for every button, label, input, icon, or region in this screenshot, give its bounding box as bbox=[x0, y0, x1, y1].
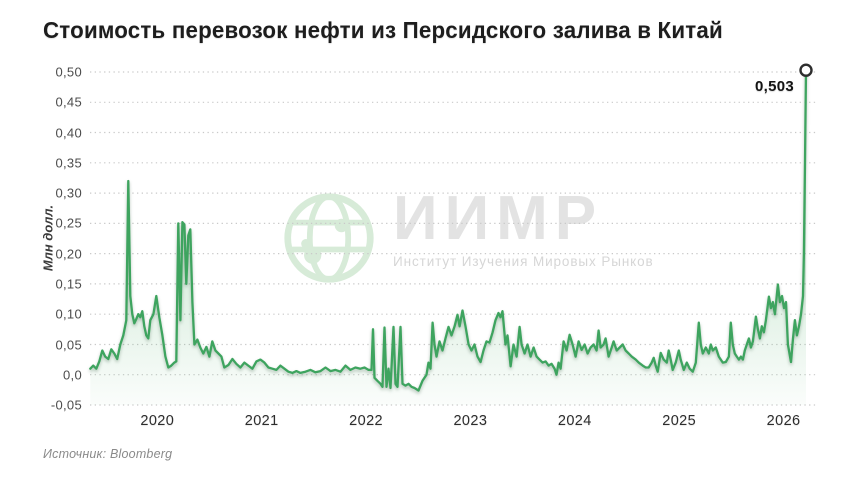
y-tick-label: 0,35 bbox=[55, 155, 82, 171]
x-tick-label: 2024 bbox=[557, 413, 592, 429]
chart-title: Стоимость перевозок нефти из Персидского… bbox=[43, 17, 723, 43]
x-tick-label: 2026 bbox=[766, 413, 801, 429]
y-tick-label: 0,30 bbox=[55, 185, 82, 201]
peak-marker bbox=[799, 63, 813, 77]
x-tick-label: 2025 bbox=[662, 413, 697, 429]
x-tick-label: 2021 bbox=[244, 413, 279, 429]
y-tick-label: 0,15 bbox=[55, 276, 82, 292]
source-note: Источник: Bloomberg bbox=[43, 447, 173, 461]
y-tick-label: 0,20 bbox=[55, 246, 82, 262]
y-tick-label: 0,25 bbox=[55, 215, 82, 231]
y-tick-label: 0,0 bbox=[63, 367, 82, 383]
y-tick-label: 0,10 bbox=[55, 306, 82, 322]
y-tick-label: 0,40 bbox=[55, 125, 82, 140]
y-tick-label: 0,50 bbox=[55, 64, 82, 80]
area-fill bbox=[90, 70, 807, 405]
x-tick-label: 2022 bbox=[349, 413, 384, 429]
x-tick-label: 2020 bbox=[140, 413, 175, 429]
y-tick-label: 0,45 bbox=[55, 94, 82, 110]
x-tick-label: 2023 bbox=[453, 413, 488, 429]
peak-annotation: 0,503 bbox=[754, 78, 794, 96]
y-tick-label: 0,05 bbox=[55, 337, 82, 352]
data-line bbox=[89, 69, 808, 392]
y-tick-label: -0,05 bbox=[50, 397, 82, 413]
